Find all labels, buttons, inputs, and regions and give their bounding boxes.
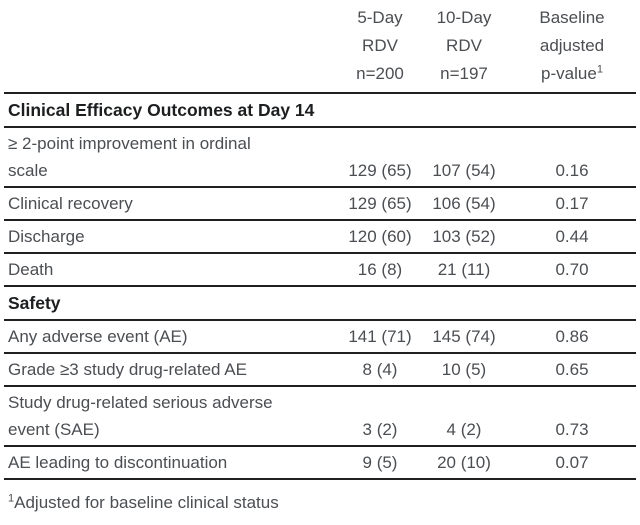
section-header-clinical-efficacy: Clinical Efficacy Outcomes at Day 14 [4, 93, 636, 128]
header-pvalue-line2: adjusted [539, 36, 605, 55]
row-label: Study drug-related serious adverse event… [4, 386, 340, 447]
section-header-safety: Safety [4, 286, 636, 321]
value-5day-rdv: 120 (60) [340, 220, 420, 254]
header-10day-line3: n=197 [440, 64, 488, 83]
row-label: Grade ≥3 study drug-related AE [4, 353, 340, 387]
value-5day-rdv: 141 (71) [340, 320, 420, 354]
table-row-ae-discontinuation: AE leading to discontinuation 9 (5) 20 (… [4, 446, 636, 480]
value-5day-rdv: 3 (2) [340, 386, 420, 447]
value-10day-rdv: 107 (54) [420, 127, 508, 188]
row-label: Death [4, 253, 340, 287]
table-row-sae: Study drug-related serious adverse event… [4, 386, 636, 447]
section-title: Clinical Efficacy Outcomes at Day 14 [4, 93, 636, 128]
row-label: Any adverse event (AE) [4, 320, 340, 354]
row-label-line1: Death [8, 260, 54, 279]
value-pvalue: 0.70 [508, 253, 636, 287]
value-10day-rdv: 106 (54) [420, 187, 508, 221]
header-pvalue-line1: Baseline [539, 8, 605, 27]
header-5day-line2: RDV [362, 36, 398, 55]
pvalue-label: p-value [541, 64, 597, 83]
pvalue-footnote-marker: 1 [596, 63, 603, 76]
header-5day-line3: n=200 [356, 64, 404, 83]
table-row-death: Death 16 (8) 21 (11) 0.70 [4, 253, 636, 287]
footnote-marker: 1 [8, 492, 15, 505]
value-5day-rdv: 129 (65) [340, 127, 420, 188]
table-row-discharge: Discharge 120 (60) 103 (52) 0.44 [4, 220, 636, 254]
value-10day-rdv: 20 (10) [420, 446, 508, 480]
value-10day-rdv: 21 (11) [420, 253, 508, 287]
value-pvalue: 0.65 [508, 353, 636, 387]
row-label-line1: Clinical recovery [8, 194, 133, 213]
row-label-line1: ≥ 2-point improvement in ordinal [8, 134, 251, 153]
header-10day-line2: RDV [446, 36, 482, 55]
header-5day-line1: 5-Day [357, 8, 403, 27]
value-10day-rdv: 10 (5) [420, 353, 508, 387]
table-row-clinical-recovery: Clinical recovery 129 (65) 106 (54) 0.17 [4, 187, 636, 221]
table-header-row: 5-Day RDV n=200 10-Day RDV n=197 Baselin… [4, 0, 636, 94]
value-10day-rdv: 103 (52) [420, 220, 508, 254]
value-10day-rdv: 145 (74) [420, 320, 508, 354]
row-label-line2: scale [8, 161, 48, 180]
table-row-any-ae: Any adverse event (AE) 141 (71) 145 (74)… [4, 320, 636, 354]
row-label-line1: Discharge [8, 227, 85, 246]
value-5day-rdv: 129 (65) [340, 187, 420, 221]
value-pvalue: 0.16 [508, 127, 636, 188]
clinical-outcomes-page: 5-Day RDV n=200 10-Day RDV n=197 Baselin… [4, 0, 636, 514]
efficacy-safety-table: 5-Day RDV n=200 10-Day RDV n=197 Baselin… [4, 0, 636, 480]
row-label: Discharge [4, 220, 340, 254]
row-label: Clinical recovery [4, 187, 340, 221]
row-label-line1: Any adverse event (AE) [8, 327, 188, 346]
row-label-line2: event (SAE) [8, 420, 100, 439]
header-empty-cell [4, 0, 340, 94]
value-5day-rdv: 9 (5) [340, 446, 420, 480]
value-10day-rdv: 4 (2) [420, 386, 508, 447]
value-5day-rdv: 16 (8) [340, 253, 420, 287]
header-treatment-5day-rdv: 5-Day RDV n=200 [340, 0, 420, 94]
row-label-line1: Grade ≥3 study drug-related AE [8, 360, 247, 379]
header-10day-line1: 10-Day [436, 8, 492, 27]
value-5day-rdv: 8 (4) [340, 353, 420, 387]
header-pvalue-line3: p-value1 [508, 60, 636, 88]
value-pvalue: 0.86 [508, 320, 636, 354]
table-row-ordinal-improvement: ≥ 2-point improvement in ordinal scale 1… [4, 127, 636, 188]
header-treatment-10day-rdv: 10-Day RDV n=197 [420, 0, 508, 94]
value-pvalue: 0.17 [508, 187, 636, 221]
footnote-text: Adjusted for baseline clinical status [14, 493, 279, 512]
row-label: AE leading to discontinuation [4, 446, 340, 480]
value-pvalue: 0.73 [508, 386, 636, 447]
footnote: 1Adjusted for baseline clinical status [4, 492, 636, 514]
row-label-line1: AE leading to discontinuation [8, 453, 228, 472]
header-baseline-pvalue: Baseline adjusted p-value1 [508, 0, 636, 94]
row-label-line1: Study drug-related serious adverse [8, 393, 273, 412]
row-label: ≥ 2-point improvement in ordinal scale [4, 127, 340, 188]
value-pvalue: 0.07 [508, 446, 636, 480]
section-title: Safety [4, 286, 636, 321]
value-pvalue: 0.44 [508, 220, 636, 254]
table-row-grade3-ae: Grade ≥3 study drug-related AE 8 (4) 10 … [4, 353, 636, 387]
